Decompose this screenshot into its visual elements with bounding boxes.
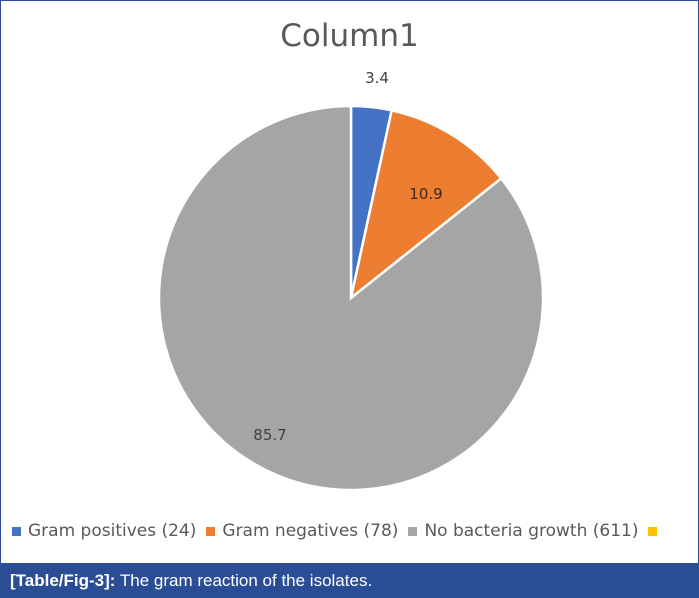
chart-title: Column1 bbox=[280, 18, 419, 54]
legend-item: Gram positives (24) bbox=[12, 521, 196, 541]
legend-swatch bbox=[12, 526, 21, 536]
pie-slice bbox=[349, 108, 503, 302]
caption-label: [Table/Fig-3]: bbox=[10, 571, 116, 590]
legend-label: Gram negatives (78) bbox=[222, 521, 399, 541]
data-label: 85.7 bbox=[253, 426, 286, 444]
legend-swatch bbox=[648, 526, 658, 536]
legend-swatch bbox=[206, 526, 216, 536]
legend-swatch bbox=[408, 526, 418, 536]
pie-slice bbox=[157, 104, 545, 492]
data-label: 10.9 bbox=[409, 185, 442, 203]
legend-item bbox=[648, 526, 658, 536]
legend-item: No bacteria growth (611) bbox=[408, 521, 638, 541]
legend: Gram positives (24) Gram negatives (78) … bbox=[12, 521, 661, 541]
legend-label: Gram positives (24) bbox=[28, 521, 197, 541]
data-label: 3.4 bbox=[365, 69, 389, 87]
legend-label: No bacteria growth (611) bbox=[424, 521, 639, 541]
legend-item: Gram negatives (78) bbox=[206, 521, 398, 541]
caption-text: The gram reaction of the isolates. bbox=[115, 571, 373, 590]
figure-caption: [Table/Fig-3]: The gram reaction of the … bbox=[0, 563, 699, 598]
